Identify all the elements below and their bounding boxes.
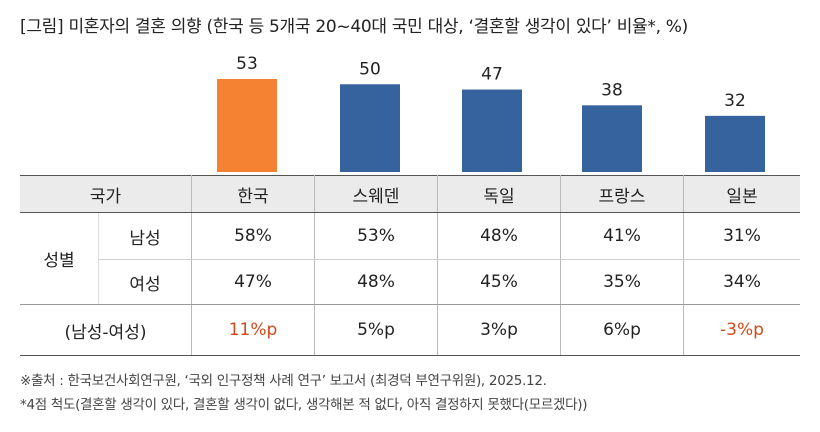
bar-프랑스 xyxy=(582,105,642,172)
table-row-diff: (남성-여성) 11%p 5%p 3%p 6%p -3%p xyxy=(20,304,800,356)
header-label: 국가 xyxy=(20,175,192,213)
diff-cell: -3%p xyxy=(683,304,800,356)
header-country: 프랑스 xyxy=(560,175,684,213)
bar-한국 xyxy=(217,79,277,172)
bar-value-label: 47 xyxy=(481,65,503,85)
diff-cell: 5%p xyxy=(314,304,438,356)
bar-value-label: 53 xyxy=(236,54,258,74)
bar-독일 xyxy=(462,89,522,172)
diff-cell: 3%p xyxy=(437,304,561,356)
header-country: 한국 xyxy=(191,175,315,213)
bar-value-label: 32 xyxy=(724,91,746,111)
table-cell: 48% xyxy=(314,259,438,305)
bar-일본 xyxy=(705,115,765,172)
table-row: 여성 47% 48% 45% 35% 34% xyxy=(20,259,800,305)
table-cell: 31% xyxy=(683,212,800,260)
footnote-source: ※출처 : 한국보건사회연구원, ‘국외 인구정책 사례 연구’ 보고서 (최경… xyxy=(20,373,547,389)
header-country: 일본 xyxy=(683,175,800,213)
data-table: 국가 한국 스웨덴 독일 프랑스 일본 성별 남성 58% 53% 48% 41… xyxy=(20,175,800,356)
header-country: 독일 xyxy=(437,175,561,213)
table-cell: 48% xyxy=(437,212,561,260)
row-label-female: 여성 xyxy=(98,259,192,305)
table-cell: 45% xyxy=(437,259,561,305)
table-header-row: 국가 한국 스웨덴 독일 프랑스 일본 xyxy=(20,175,800,213)
chart-title: [그림] 미혼자의 결혼 의향 (한국 등 5개국 20~40대 국민 대상, … xyxy=(20,17,688,37)
table-row: 성별 남성 58% 53% 48% 41% 31% xyxy=(20,212,800,305)
table-cell: 47% xyxy=(191,259,315,305)
diff-label: (남성-여성) xyxy=(20,304,192,356)
bar-value-label: 38 xyxy=(601,80,623,100)
diff-cell: 11%p xyxy=(191,304,315,356)
table-cell: 41% xyxy=(560,212,684,260)
header-country: 스웨덴 xyxy=(314,175,438,213)
bar-value-label: 50 xyxy=(359,59,381,79)
bar-스웨덴 xyxy=(340,84,400,172)
gender-group-label: 성별 xyxy=(20,212,99,305)
diff-cell: 6%p xyxy=(560,304,684,356)
bar-chart: 53 50 47 38 32 xyxy=(217,54,765,172)
footnote-scale: *4점 척도(결혼할 생각이 있다, 결혼할 생각이 없다, 생각해본 적 없다… xyxy=(20,397,588,413)
table-cell: 58% xyxy=(191,212,315,260)
row-label-male: 남성 xyxy=(98,212,192,260)
table-cell: 35% xyxy=(560,259,684,305)
table-cell: 53% xyxy=(314,212,438,260)
table-cell: 34% xyxy=(683,259,800,305)
